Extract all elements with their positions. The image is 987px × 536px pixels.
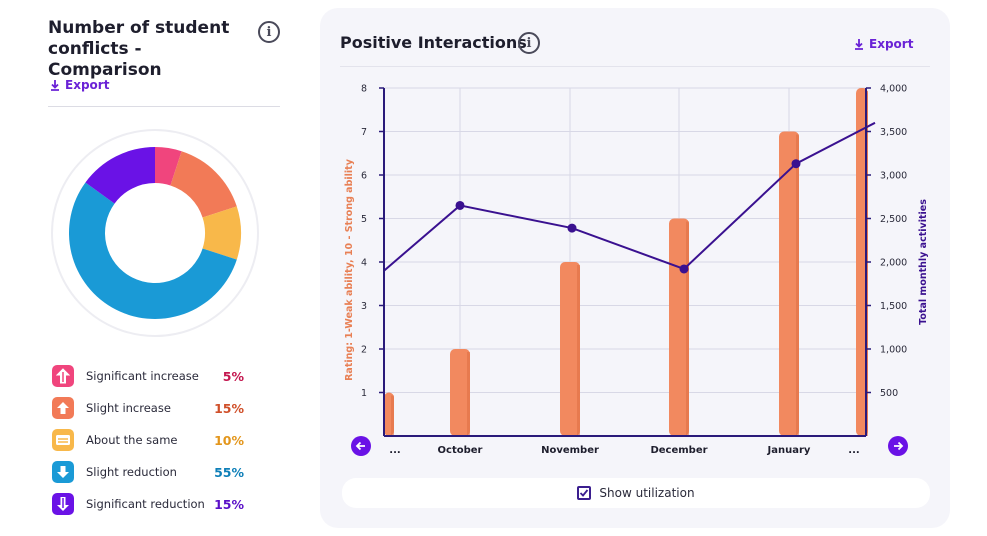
bar-shade: [391, 395, 394, 436]
show-utilization-checkbox[interactable]: [577, 486, 592, 500]
legend-label: Slight reduction: [86, 465, 177, 479]
conflicts-legend: Significant increase 5% Slight increase …: [52, 360, 252, 520]
legend-value: 10%: [214, 432, 244, 448]
donut-slice: [155, 147, 182, 186]
bar: [560, 262, 580, 436]
check-icon: [580, 489, 589, 497]
y-tick-label-right: 3,500: [880, 127, 907, 138]
bar: [779, 131, 799, 436]
y-tick-label-left: 5: [361, 214, 367, 225]
divider: [340, 66, 930, 67]
data-point: [567, 223, 577, 233]
legend-item: Slight increase 15%: [52, 392, 252, 424]
positive-interactions-card: Positive Interactions i Export 1 2 3 4 5 6 7 8 5…: [320, 8, 950, 528]
donut-slice: [202, 206, 241, 260]
double-down-arrow-icon: [52, 493, 74, 515]
divider: [48, 106, 280, 107]
bar-shade: [796, 134, 799, 436]
legend-value: 15%: [214, 400, 244, 416]
download-icon: [855, 38, 863, 50]
y-tick-label-left: 6: [361, 171, 367, 182]
data-point: [455, 200, 465, 210]
download-icon: [51, 79, 59, 91]
arrow-right-icon: [894, 441, 904, 451]
legend-value: 15%: [214, 496, 244, 512]
bar-shade: [467, 352, 470, 436]
y-tick-label-left: 1: [361, 388, 367, 399]
series-line: [383, 121, 876, 272]
donut-slice: [170, 151, 237, 218]
conflicts-title: Number of student conflicts - Comparison: [48, 18, 230, 80]
y-tick-label-left: 8: [361, 84, 367, 95]
x-tick-label: December: [650, 445, 707, 456]
bar-shade: [686, 221, 689, 436]
interactions-chart: 1 2 3 4 5 6 7 8 500 1,000 1,500 2,000 2,500 3,000 3,50…: [344, 84, 929, 456]
legend-label: About the same: [86, 433, 178, 447]
info-icon[interactable]: i: [258, 21, 280, 43]
conflicts-panel: Number of student conflicts - Comparison…: [48, 18, 280, 107]
y-tick-label-right: 500: [880, 388, 898, 399]
legend-value: 55%: [214, 464, 244, 480]
card-title: Positive Interactions: [340, 33, 527, 52]
y-tick-label-right: 1,500: [880, 301, 907, 312]
show-utilization-label: Show utilization: [599, 486, 695, 500]
y-tick-label-right: 2,000: [880, 258, 907, 269]
data-point: [679, 264, 689, 274]
export-label: Export: [869, 37, 914, 51]
y-tick-label-right: 2,500: [880, 214, 907, 225]
donut-slice: [69, 182, 237, 319]
y-tick-label-right: 1,000: [880, 345, 907, 356]
x-tick-label: January: [767, 445, 811, 456]
y-tick-label-left: 2: [361, 345, 367, 356]
bar-shade: [577, 265, 580, 436]
x-tick-label: ...: [848, 445, 859, 456]
double-up-arrow-icon: [52, 365, 74, 387]
y-tick-label-right: 3,000: [880, 171, 907, 182]
legend-item: Significant increase 5%: [52, 360, 252, 392]
donut-slice: [85, 147, 155, 204]
y-tick-label-left: 3: [361, 301, 367, 312]
equals-icon: [52, 429, 74, 451]
export-label: Export: [65, 78, 110, 92]
legend-item: Slight reduction 55%: [52, 456, 252, 488]
legend-value: 5%: [222, 368, 244, 384]
next-page-button[interactable]: [888, 436, 908, 456]
donut-svg: [51, 129, 259, 337]
down-arrow-icon: [52, 461, 74, 483]
data-point: [791, 159, 801, 169]
legend-item: About the same 10%: [52, 424, 252, 456]
legend-item: Significant reduction 15%: [52, 488, 252, 520]
conflicts-donut-chart: [50, 128, 260, 338]
info-icon[interactable]: i: [518, 32, 540, 54]
y-tick-label-left: 7: [361, 127, 367, 138]
y-tick-label-right: 4,000: [880, 84, 907, 95]
legend-label: Significant reduction: [86, 497, 205, 511]
arrow-left-icon: [355, 441, 365, 451]
up-arrow-icon: [52, 397, 74, 419]
x-tick-label: November: [541, 445, 599, 456]
x-tick-label: ...: [389, 445, 400, 456]
bar: [450, 349, 470, 436]
y-axis-label-left: Rating: 1-Weak ability, 10 - Strong abil…: [344, 158, 355, 381]
conflicts-export-button[interactable]: Export: [50, 78, 109, 92]
legend-label: Slight increase: [86, 401, 171, 415]
y-axis-label-right: Total monthly activities: [918, 199, 929, 325]
y-tick-label-left: 4: [361, 258, 367, 269]
x-tick-label: October: [438, 445, 483, 456]
previous-page-button[interactable]: [351, 436, 371, 456]
show-utilization-toggle[interactable]: Show utilization: [342, 478, 930, 508]
interactions-export-button[interactable]: Export: [854, 37, 913, 51]
legend-label: Significant increase: [86, 369, 199, 383]
